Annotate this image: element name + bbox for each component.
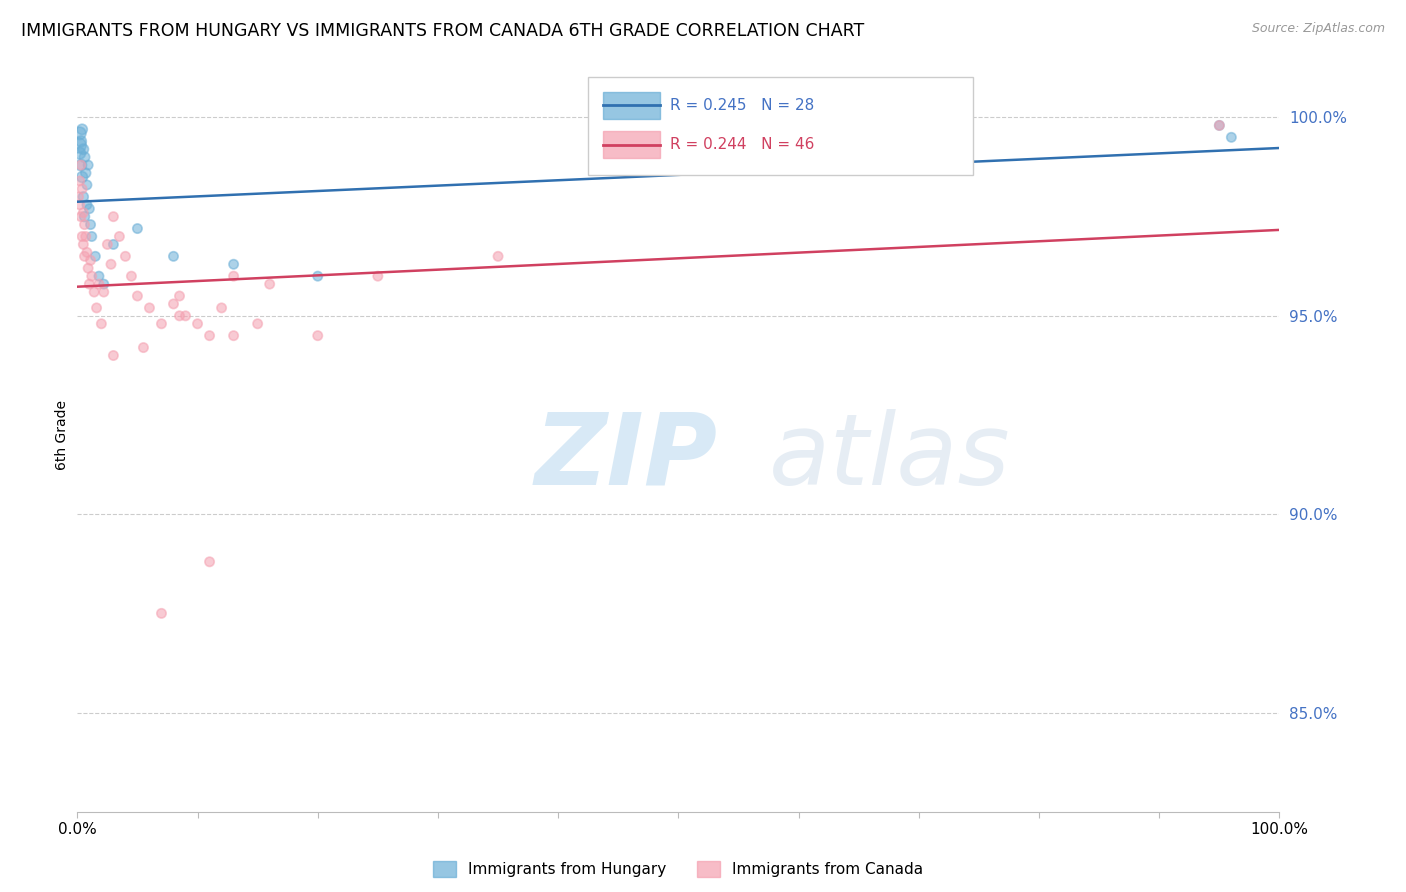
Point xyxy=(70,134,93,148)
Point xyxy=(93,277,115,291)
Text: atlas: atlas xyxy=(769,409,1010,506)
Point xyxy=(75,229,97,244)
Point xyxy=(307,269,329,284)
Point xyxy=(127,221,149,235)
Text: IMMIGRANTS FROM HUNGARY VS IMMIGRANTS FROM CANADA 6TH GRADE CORRELATION CHART: IMMIGRANTS FROM HUNGARY VS IMMIGRANTS FR… xyxy=(21,22,865,40)
Point xyxy=(79,277,101,291)
Point xyxy=(120,269,142,284)
Point xyxy=(103,349,125,363)
Text: R = 0.244   N = 46: R = 0.244 N = 46 xyxy=(671,137,814,153)
Point xyxy=(132,341,155,355)
Point xyxy=(367,269,389,284)
Point xyxy=(162,249,184,263)
Point xyxy=(73,210,96,224)
Point xyxy=(76,198,98,212)
Point xyxy=(70,122,93,136)
Point xyxy=(90,317,112,331)
Point xyxy=(222,257,245,271)
Point xyxy=(86,301,108,315)
Point xyxy=(75,166,97,180)
Point xyxy=(76,178,98,192)
Point xyxy=(70,158,93,172)
Point xyxy=(70,158,93,172)
Point xyxy=(67,190,90,204)
Point xyxy=(72,142,94,156)
Point xyxy=(72,190,94,204)
Point xyxy=(73,150,96,164)
Point xyxy=(69,126,91,140)
Legend: Immigrants from Hungary, Immigrants from Canada: Immigrants from Hungary, Immigrants from… xyxy=(427,855,929,883)
Point xyxy=(259,277,281,291)
Point xyxy=(73,249,96,263)
Point xyxy=(77,261,100,276)
Point xyxy=(70,229,93,244)
Point xyxy=(307,328,329,343)
Point xyxy=(80,269,103,284)
Point xyxy=(246,317,269,331)
Point xyxy=(76,245,98,260)
Point xyxy=(84,249,107,263)
Point xyxy=(70,169,93,184)
Point xyxy=(486,249,509,263)
Point xyxy=(138,301,160,315)
Point xyxy=(73,218,96,232)
Text: R = 0.245   N = 28: R = 0.245 N = 28 xyxy=(671,98,814,113)
Point xyxy=(1208,119,1230,133)
Point xyxy=(222,328,245,343)
Point xyxy=(79,253,101,268)
Point xyxy=(162,297,184,311)
Point xyxy=(169,309,191,323)
Point xyxy=(114,249,136,263)
Text: ZIP: ZIP xyxy=(534,409,717,506)
Y-axis label: 6th Grade: 6th Grade xyxy=(55,400,69,470)
Point xyxy=(69,146,91,161)
FancyBboxPatch shape xyxy=(588,77,973,175)
Text: Source: ZipAtlas.com: Source: ZipAtlas.com xyxy=(1251,22,1385,36)
Point xyxy=(83,285,105,299)
Point xyxy=(103,237,125,252)
Point xyxy=(198,328,221,343)
FancyBboxPatch shape xyxy=(603,131,661,158)
Point xyxy=(150,607,173,621)
Point xyxy=(150,317,173,331)
Point xyxy=(69,174,91,188)
Point xyxy=(87,277,110,291)
FancyBboxPatch shape xyxy=(603,92,661,119)
Point xyxy=(77,158,100,172)
Point xyxy=(103,210,125,224)
Point xyxy=(174,309,197,323)
Point xyxy=(198,555,221,569)
Point xyxy=(93,285,115,299)
Point xyxy=(96,237,118,252)
Point xyxy=(79,218,101,232)
Point xyxy=(70,182,93,196)
Point xyxy=(72,205,94,219)
Point xyxy=(72,237,94,252)
Point xyxy=(222,269,245,284)
Point xyxy=(67,138,90,153)
Point xyxy=(169,289,191,303)
Point xyxy=(79,202,101,216)
Point xyxy=(1208,119,1230,133)
Point xyxy=(87,269,110,284)
Point xyxy=(80,229,103,244)
Point xyxy=(70,210,93,224)
Point xyxy=(187,317,209,331)
Point xyxy=(100,257,122,271)
Point xyxy=(1220,130,1243,145)
Point xyxy=(108,229,131,244)
Point xyxy=(69,198,91,212)
Point xyxy=(127,289,149,303)
Point xyxy=(211,301,233,315)
